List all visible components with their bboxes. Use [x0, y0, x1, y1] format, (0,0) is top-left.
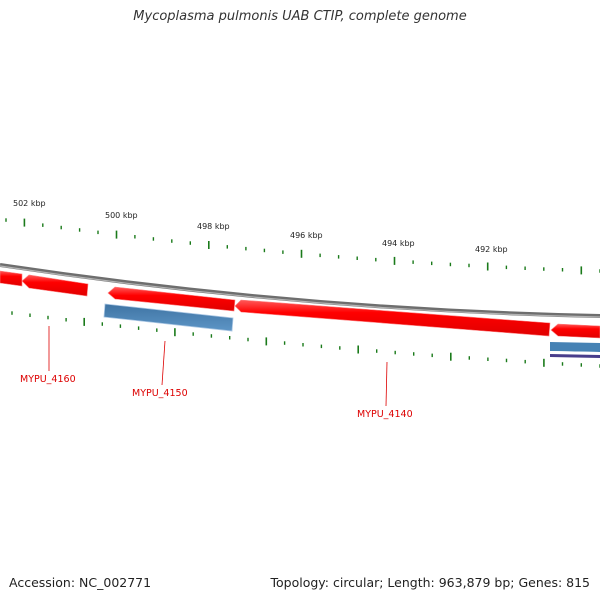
kbp-label-494: 494 kbp: [382, 239, 415, 248]
accession-value: NC_002771: [79, 575, 152, 590]
cds-arrow-right-edge[interactable]: [550, 323, 600, 339]
kbp-label-502: 502 kbp: [13, 199, 46, 208]
kbp-label-492: 492 kbp: [475, 245, 508, 254]
kbp-label-500: 500 kbp: [105, 211, 138, 220]
cds-arrow-mypu-4140[interactable]: [234, 299, 551, 337]
kbp-label-498: 498 kbp: [197, 222, 230, 231]
cds-arrow-mypu-4160[interactable]: [21, 274, 89, 297]
gene-label-mypu-4160[interactable]: MYPU_4160: [20, 374, 76, 385]
accession-label: Accession:: [9, 575, 76, 590]
gene-feature-mypu-4150[interactable]: [103, 303, 234, 332]
cds-arrow-mypu-4150[interactable]: [107, 286, 236, 312]
genome-stats: Topology: circular; Length: 963,879 bp; …: [270, 575, 591, 590]
gene-feature-right-edge[interactable]: [550, 342, 600, 352]
map-title: Mycoplasma pulmonis UAB CTIP, complete g…: [133, 9, 467, 24]
cds-arrow-left-edge[interactable]: [0, 270, 23, 287]
accession-line: Accession: NC_002771: [9, 575, 151, 590]
repeat-feature-right-edge[interactable]: [550, 354, 600, 358]
gene-label-mypu-4140[interactable]: MYPU_4140: [357, 409, 413, 420]
inner-scale-ticks: [11, 311, 600, 368]
outer-scale-ticks: [5, 218, 600, 275]
backbone-line: [0, 263, 600, 318]
leader-line-mypu-4140: [385, 361, 388, 407]
gene-label-mypu-4150[interactable]: MYPU_4150: [132, 388, 188, 399]
leader-line-mypu-4150: [161, 340, 166, 386]
kbp-label-496: 496 kbp: [290, 231, 323, 240]
